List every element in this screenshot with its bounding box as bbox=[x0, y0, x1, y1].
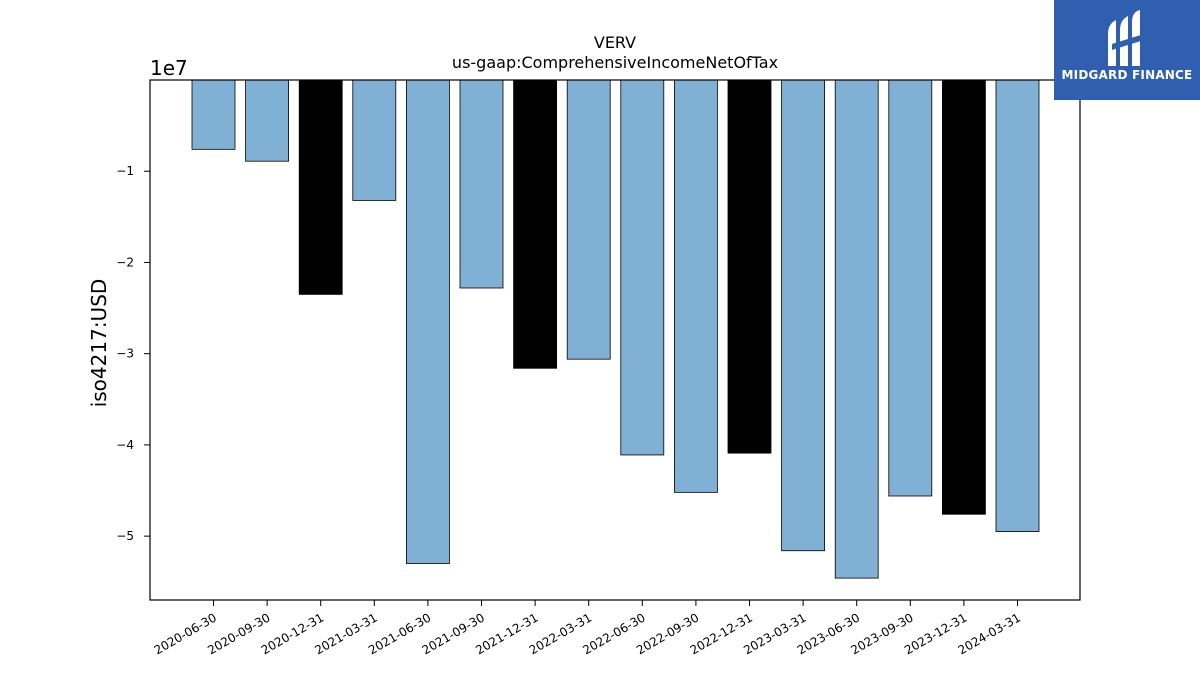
bar-2023-03-31 bbox=[781, 79, 825, 552]
chart-subtitle: us-gaap:ComprehensiveIncomeNetOfTax bbox=[452, 53, 778, 72]
y-tick-label: −4 bbox=[116, 438, 134, 452]
bar-2020-06-30 bbox=[191, 79, 236, 150]
bar-2024-03-31 bbox=[995, 79, 1040, 532]
bar-2022-12-31 bbox=[727, 79, 772, 454]
chart-title: VERV bbox=[594, 33, 636, 52]
bar-2023-06-30 bbox=[834, 79, 879, 579]
y-tick-label: −3 bbox=[116, 347, 134, 361]
bar-2022-03-31 bbox=[566, 79, 611, 360]
bar-2022-09-30 bbox=[674, 79, 718, 493]
bar-2022-06-30 bbox=[620, 79, 665, 456]
bar-2021-06-30 bbox=[405, 79, 450, 564]
bar-2021-03-31 bbox=[352, 79, 397, 201]
bars-group bbox=[191, 79, 1040, 579]
y-axis-label: iso4217:USD bbox=[87, 279, 111, 408]
logo-mark-icon bbox=[1108, 10, 1144, 66]
y-tick-label: −2 bbox=[116, 255, 134, 269]
axes-frame bbox=[149, 79, 1081, 601]
bar-2020-12-31 bbox=[298, 79, 343, 295]
midgard-finance-logo: MIDGARD FINANCE bbox=[1054, 0, 1200, 100]
y-tick-label: −5 bbox=[116, 529, 134, 543]
bar-2023-09-30 bbox=[888, 79, 933, 497]
y-offset-label: 1e7 bbox=[150, 56, 188, 80]
bar-2021-12-31 bbox=[513, 79, 557, 369]
x-ticks: 2020-06-302020-09-302020-12-312021-03-31… bbox=[152, 600, 1023, 657]
bar-2023-12-31 bbox=[942, 79, 986, 515]
bar-2021-09-30 bbox=[459, 79, 504, 289]
logo-text: MIDGARD FINANCE bbox=[1061, 68, 1193, 82]
bar-2020-09-30 bbox=[245, 79, 290, 162]
y-tick-label: −1 bbox=[116, 164, 134, 178]
y-ticks: −1 −2 −3 −4 −5 bbox=[116, 164, 150, 543]
